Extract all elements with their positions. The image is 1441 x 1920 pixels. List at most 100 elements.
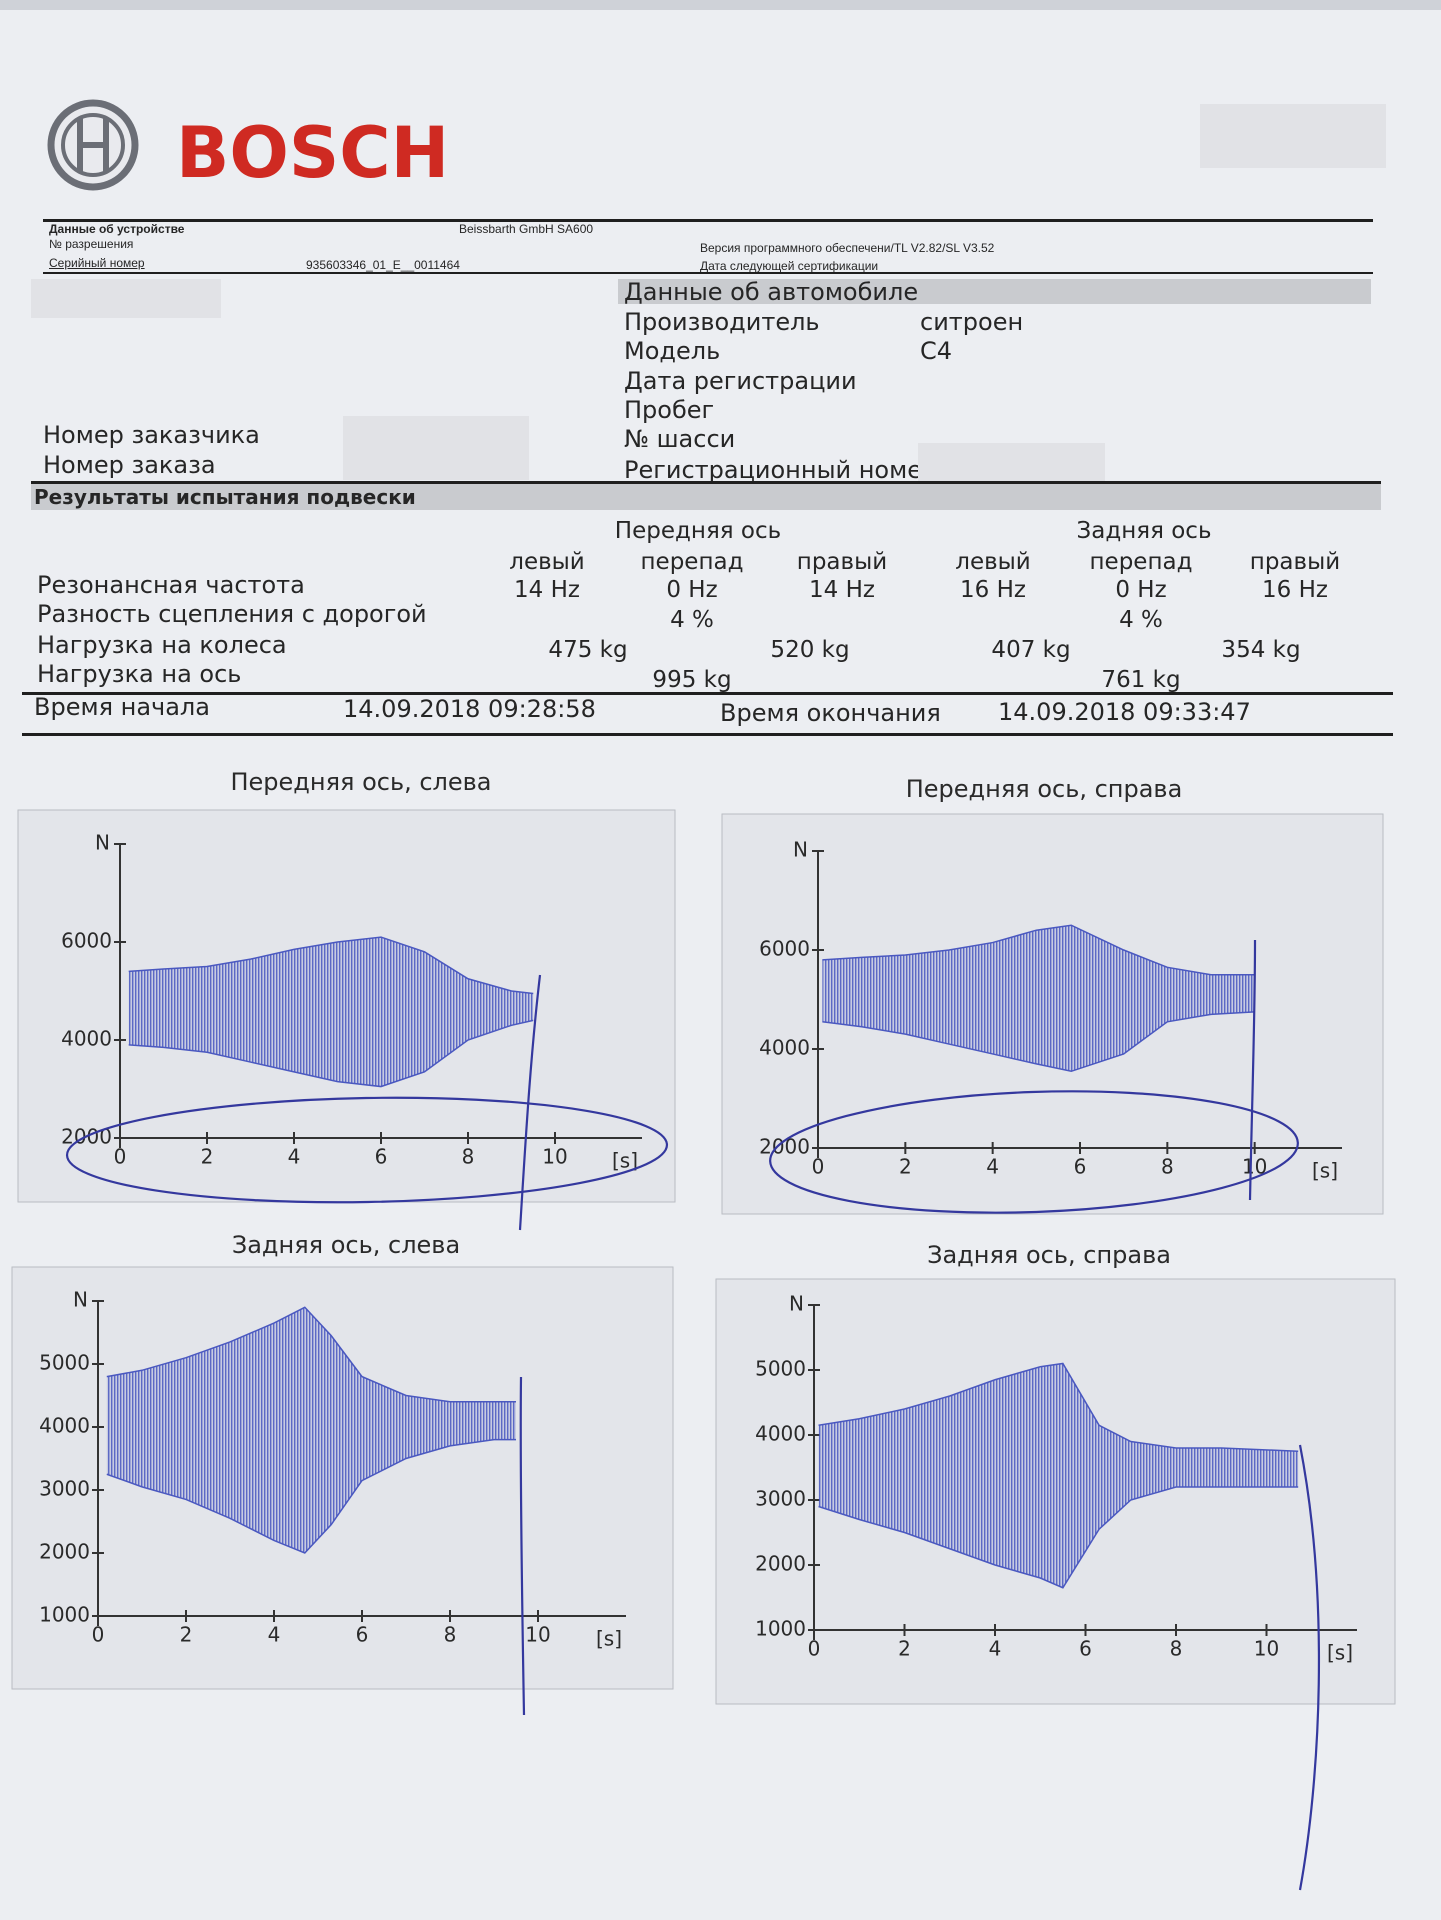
signal-fill	[128, 937, 534, 1087]
x-tick-label: 2	[899, 1155, 912, 1179]
cell: 354 kg	[1221, 637, 1301, 663]
signal-fill	[818, 1363, 1299, 1588]
y-tick-label: 2000	[39, 1540, 90, 1564]
x-tick-label: 6	[375, 1145, 388, 1169]
rule	[22, 733, 1393, 736]
cell: 4 %	[1119, 607, 1163, 633]
x-tick-label: 4	[989, 1637, 1002, 1661]
x-tick-label: 0	[808, 1637, 821, 1661]
y-tick-label: 5000	[39, 1351, 90, 1375]
vehicle-label: Пробег	[624, 396, 715, 424]
signal-fill	[818, 1363, 1299, 1588]
envelope-low	[106, 1438, 516, 1554]
x-tick-label: 6	[356, 1623, 369, 1647]
redaction	[918, 443, 1105, 483]
column-header: перепад	[640, 549, 744, 575]
x-tick-label: 0	[812, 1155, 825, 1179]
device-label: № разрешения	[49, 237, 134, 251]
cell: 761 kg	[1101, 667, 1181, 693]
y-axis-label: N	[789, 1292, 804, 1316]
row-label: Нагрузка на колеса	[37, 631, 287, 659]
column-header: правый	[796, 549, 888, 575]
vehicle-title: Данные об автомобиле	[624, 278, 919, 306]
x-tick-label: 8	[444, 1623, 457, 1647]
cell: 0 Hz	[1115, 577, 1167, 603]
x-tick-label: 8	[1161, 1155, 1174, 1179]
y-tick-label: 2000	[755, 1552, 806, 1576]
logo-text: BOSCH	[176, 112, 450, 194]
x-tick-label: 10	[525, 1623, 550, 1647]
x-tick-label: 8	[1170, 1637, 1183, 1661]
device-serial: 935603346_01_E__0011464	[306, 258, 460, 272]
column-header: левый	[955, 549, 1031, 575]
cell: 16 Hz	[960, 577, 1026, 603]
y-tick-label: 4000	[61, 1027, 112, 1051]
vehicle-value: C4	[920, 337, 953, 365]
cell: 4 %	[670, 607, 714, 633]
column-header: правый	[1249, 549, 1341, 575]
signal-fill	[106, 1307, 517, 1553]
x-tick-label: 8	[462, 1145, 475, 1169]
signal-fill	[128, 937, 534, 1087]
vehicle-label: № шасси	[624, 425, 736, 453]
x-tick-label: 0	[114, 1145, 127, 1169]
cell: 995 kg	[652, 667, 732, 693]
vehicle-label: Дата регистрации	[624, 367, 857, 395]
redaction	[1200, 104, 1386, 168]
results-title: Результаты испытания подвески	[34, 485, 416, 509]
rule	[43, 272, 1373, 274]
x-tick-label: 10	[542, 1145, 567, 1169]
axis-header: Передняя ось	[614, 518, 782, 544]
y-tick-label: 6000	[61, 929, 112, 953]
row-label: Разность сцепления с дорогой	[37, 600, 427, 628]
y-tick-label: 3000	[755, 1487, 806, 1511]
chart-title: Передняя ось, справа	[906, 775, 1183, 803]
rule	[22, 692, 1393, 695]
cell: 407 kg	[991, 637, 1071, 663]
signal-fill	[822, 925, 1255, 1072]
signal-fill	[822, 925, 1255, 1072]
cell: 0 Hz	[666, 577, 718, 603]
redaction	[343, 416, 529, 480]
start-time: 14.09.2018 09:28:58	[343, 695, 596, 723]
rule	[31, 481, 1381, 484]
y-tick-label: 3000	[39, 1477, 90, 1501]
y-tick-label: 1000	[755, 1617, 806, 1641]
y-axis-label: N	[95, 831, 110, 855]
x-tick-label: 2	[898, 1637, 911, 1661]
row-label: Нагрузка на ось	[37, 660, 242, 688]
envelope-low	[128, 1019, 534, 1088]
section-bar	[618, 279, 1371, 304]
x-tick-label: 4	[986, 1155, 999, 1179]
chart-title: Задняя ось, справа	[927, 1241, 1171, 1269]
x-axis-label: [s]	[612, 1149, 638, 1173]
y-tick-label: 4000	[759, 1036, 810, 1060]
logo-mark	[47, 99, 139, 191]
envelope-low	[818, 1486, 1299, 1589]
x-tick-label: 4	[288, 1145, 301, 1169]
start-label: Время начала	[34, 693, 210, 721]
vehicle-label: Производитель	[624, 308, 820, 336]
cell: 14 Hz	[514, 577, 580, 603]
cell: 14 Hz	[809, 577, 875, 603]
x-tick-label: 2	[201, 1145, 214, 1169]
vehicle-label: Модель	[624, 337, 721, 365]
y-axis-label: N	[793, 838, 808, 862]
x-axis-label: [s]	[1312, 1159, 1338, 1183]
y-tick-label: 2000	[61, 1125, 112, 1149]
y-tick-label: 1000	[39, 1603, 90, 1627]
y-axis-label: N	[73, 1288, 88, 1312]
y-tick-label: 5000	[755, 1357, 806, 1381]
end-label: Время окончания	[720, 699, 941, 727]
x-tick-label: 10	[1242, 1155, 1267, 1179]
chart-title: Передняя ось, слева	[230, 768, 491, 796]
envelope-high	[106, 1306, 516, 1403]
section-bar	[31, 484, 1381, 510]
customer-label: Номер заказчика	[43, 421, 260, 449]
end-time: 14.09.2018 09:33:47	[998, 698, 1251, 726]
signal-fill	[106, 1307, 517, 1553]
vehicle-label: Регистрационный номе	[624, 456, 922, 484]
x-axis-label: [s]	[596, 1627, 622, 1651]
x-tick-label: 6	[1079, 1637, 1092, 1661]
